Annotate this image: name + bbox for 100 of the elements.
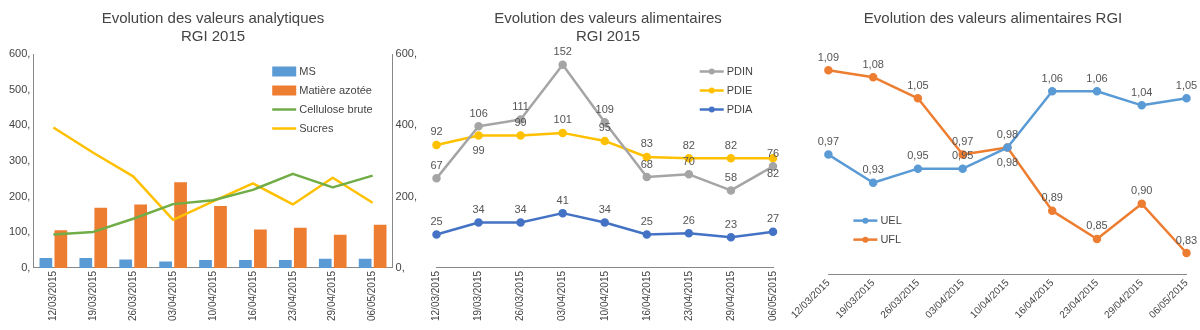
point (1092, 234, 1102, 244)
data-label: 1,05 (1175, 78, 1198, 91)
chart-subtitle: RGI 2015 (575, 27, 641, 45)
x-tick-label: 26/03/2015 (126, 270, 138, 322)
point (684, 228, 694, 238)
bar (54, 230, 68, 268)
data-label: 58 (724, 170, 738, 183)
x-tick-label: 12/03/2015 (430, 270, 442, 322)
point (432, 174, 441, 183)
bar (239, 260, 252, 268)
x-tick-label: 29/04/2015 (724, 270, 736, 322)
y-tick-label: 400, (8, 118, 31, 131)
x-tick-label: 29/04/2015 (326, 270, 338, 322)
chart-title: Evolution des valeurs analytiques (101, 9, 325, 27)
legend-label: PDIN (726, 64, 754, 77)
data-label: 76 (766, 146, 780, 159)
data-label: 34 (514, 203, 527, 216)
bar (358, 258, 372, 268)
y-tick-label: 0, (21, 260, 31, 273)
chart-title: Evolution des valeurs alimentaires (494, 9, 722, 27)
data-label: 0,90 (1131, 184, 1153, 197)
point (474, 131, 483, 140)
data-label: 82 (682, 138, 695, 151)
y2-tick-label: 0, (395, 260, 405, 273)
data-label: 106 (469, 106, 488, 119)
x-tick-label: 19/03/2015 (87, 270, 99, 322)
point (768, 227, 778, 237)
x-tick-label: 10/04/2015 (206, 270, 218, 322)
data-label: 0,93 (862, 163, 884, 176)
legend-label: UFL (880, 232, 902, 245)
bar (293, 227, 307, 268)
legend-label: PDIE (726, 83, 753, 96)
point (726, 232, 736, 242)
legend-label: Sucres (299, 121, 334, 134)
data-label: 67 (430, 158, 443, 171)
y2-tick-label: 200, (395, 189, 418, 202)
x-tick-label: 19/03/2015 (472, 270, 484, 322)
data-label: 27 (766, 212, 780, 225)
data-label: 83 (640, 137, 653, 150)
point (558, 60, 567, 69)
y-tick-label: 500, (8, 82, 31, 95)
y-tick-label: 300, (8, 154, 31, 167)
data-label: 1,08 (862, 57, 884, 70)
legend-label: Matière azotée (299, 83, 372, 96)
bar (199, 260, 212, 268)
bar (278, 260, 292, 268)
point (1182, 94, 1191, 103)
point (600, 218, 609, 227)
point (432, 230, 441, 239)
point (642, 230, 652, 239)
x-tick-label: 23/04/2015 (682, 270, 694, 322)
data-label: 70 (682, 154, 695, 167)
data-label: 34 (472, 203, 485, 216)
data-label: 101 (553, 113, 572, 126)
point (1047, 87, 1057, 96)
point (558, 208, 567, 218)
bar (119, 259, 133, 268)
y-tick-label: 200, (8, 189, 31, 202)
bar (94, 207, 108, 268)
data-label: 23 (724, 217, 738, 230)
point (868, 178, 878, 187)
bar (39, 257, 53, 268)
x-tick-label: 03/04/2015 (166, 270, 178, 322)
y2-tick-label: 600, (395, 47, 418, 60)
data-label: 111 (512, 100, 529, 113)
bar (373, 224, 387, 268)
bar (254, 229, 267, 268)
legend-label: Cellulose brute (299, 102, 373, 115)
point (516, 218, 525, 227)
legend-label: PDIA (726, 102, 754, 115)
bar (318, 258, 332, 268)
data-label: 92 (430, 125, 443, 138)
point (558, 128, 567, 138)
x-tick-label: 26/03/2015 (514, 270, 526, 322)
point (868, 72, 878, 82)
data-label: 26 (682, 213, 695, 226)
point (913, 164, 923, 173)
x-tick-label: 23/04/2015 (286, 270, 298, 322)
bar (159, 261, 172, 268)
data-label: 0,98 (996, 128, 1019, 141)
y2-tick-label: 400, (395, 118, 418, 131)
bar (174, 182, 187, 268)
x-tick-label: 16/04/2015 (640, 270, 652, 322)
x-tick-label: 16/04/2015 (246, 270, 258, 322)
data-label: 1,06 (1041, 71, 1063, 84)
x-tick-label: 06/05/2015 (766, 270, 778, 322)
point (474, 121, 483, 131)
data-label: 99 (514, 116, 527, 129)
data-label: 0,95 (907, 149, 929, 162)
point (824, 150, 833, 159)
data-label: 34 (598, 203, 611, 216)
data-label: 82 (766, 166, 780, 179)
data-label: 0,97 (951, 135, 974, 148)
data-label: 1,06 (1086, 71, 1108, 84)
point (726, 186, 736, 195)
x-tick-label: 12/03/2015 (47, 270, 59, 322)
point (958, 164, 967, 173)
data-label: 82 (724, 138, 738, 151)
data-label: 0,85 (1086, 219, 1108, 232)
legend-label: UEL (880, 213, 902, 226)
